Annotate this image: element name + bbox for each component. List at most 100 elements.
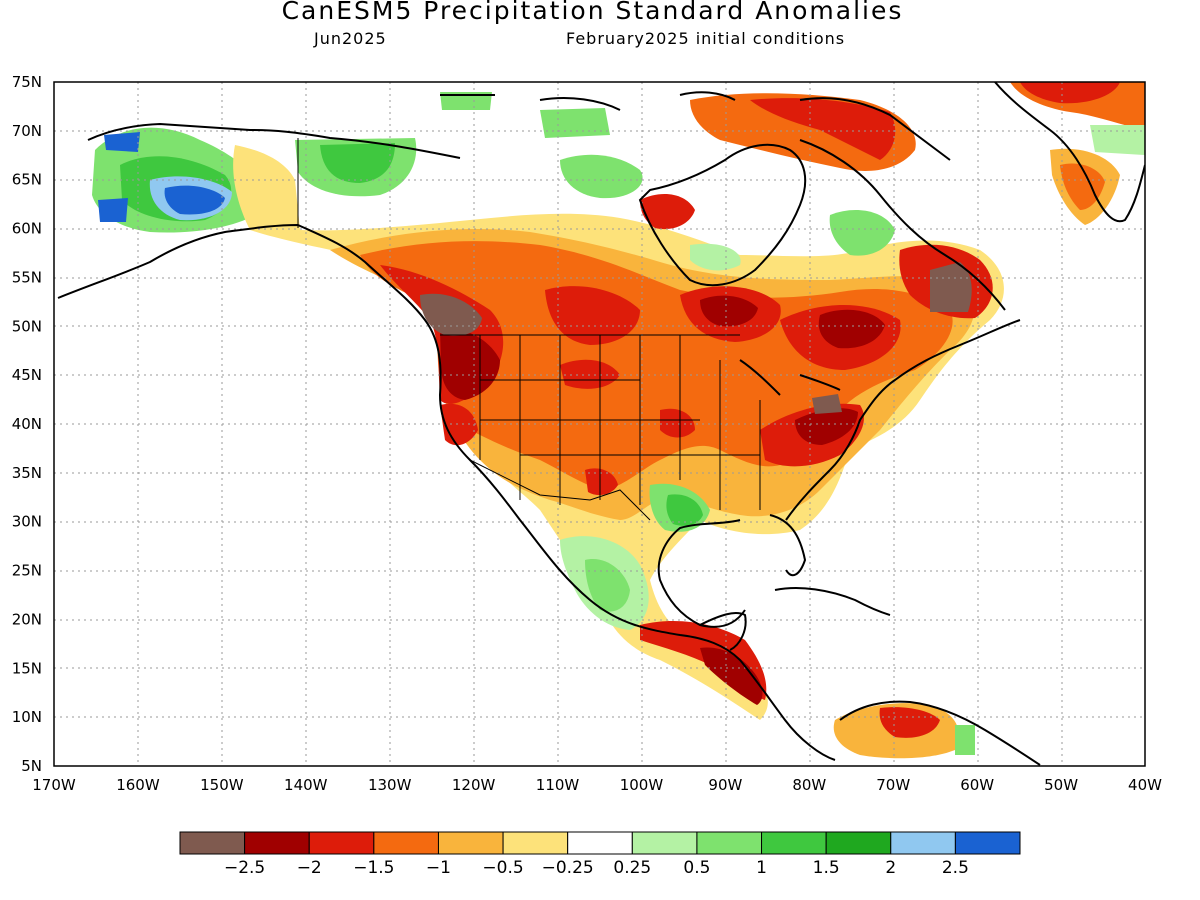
yucatan-coast <box>699 612 747 651</box>
colorbar-swatch <box>373 831 439 855</box>
colorbar-label: −0.5 <box>482 858 523 878</box>
dry-greenland-south-orange <box>1060 163 1105 210</box>
colorbar-swatch <box>696 831 763 855</box>
lat-tick-label: 20N <box>12 610 42 628</box>
colorbar: −2.5 −2 −1.5 −1 −0.5 −0.25 0.25 0.5 1 1.5 2 2.5 <box>179 831 1021 878</box>
dry-red-arctic <box>750 98 896 160</box>
dry-brown-area-bc <box>420 293 482 336</box>
colorbar-label: −1 <box>426 858 451 878</box>
lat-tick-label: 35N <box>12 464 42 482</box>
dry-red-area-nebraska <box>560 359 620 389</box>
great-lakes-wet <box>690 243 741 271</box>
great-lakes <box>739 359 841 396</box>
dry-darkred-area-quebec <box>818 309 885 349</box>
lon-tick-label: 40W <box>1128 776 1162 794</box>
us-mexico-border <box>469 459 651 521</box>
alaska-sw-blue <box>98 198 128 222</box>
carib-wet <box>955 725 975 755</box>
colorbar-label: 0.25 <box>613 858 651 878</box>
colorbar-swatch <box>825 831 892 855</box>
borders <box>297 138 761 521</box>
lon-tick-label: 80W <box>792 776 826 794</box>
dry-darkred-area-ohio <box>795 408 858 445</box>
colorbar-swatch <box>890 831 956 855</box>
lat-tick-label: 15N <box>12 659 42 677</box>
state-lines <box>479 335 761 510</box>
arctic-islands <box>440 91 736 111</box>
lat-tick-label: 70N <box>12 122 42 140</box>
lat-tick-label: 5N <box>21 757 42 775</box>
colorbar-label: −1.5 <box>353 858 394 878</box>
dry-red-area-central <box>545 286 640 345</box>
colorbar-swatch <box>502 831 569 855</box>
mexico-wet-core <box>585 559 630 612</box>
lat-axis: 75N 70N 65N 60N 55N 50N 45N 40N 35N 30N 25N 20N 15N 1… <box>12 73 42 775</box>
colorbar-swatch <box>437 831 504 855</box>
lat-tick-label: 75N <box>12 73 42 91</box>
dry-red-area-pnw <box>440 329 500 400</box>
lon-grid <box>137 82 1063 766</box>
dry-red-area-texas <box>585 468 618 496</box>
lon-tick-label: 50W <box>1044 776 1078 794</box>
forecast-month: Jun2025 <box>314 29 387 48</box>
lat-tick-label: 50N <box>12 317 42 335</box>
dry-darkred-area-centralam <box>700 647 763 705</box>
dry-brown-area-labrador <box>930 262 972 312</box>
lat-tick-label: 40N <box>12 415 42 433</box>
colorbar-swatch <box>179 831 246 855</box>
lon-tick-label: 150W <box>200 776 244 794</box>
lat-tick-label: 30N <box>12 513 42 531</box>
colorbar-label: −2.5 <box>224 858 265 878</box>
yukon-wet-core <box>320 143 395 183</box>
florida-coast <box>769 514 807 577</box>
cuba-coast <box>774 587 891 616</box>
lat-tick-label: 55N <box>12 268 42 286</box>
lon-tick-label: 170W <box>32 776 76 794</box>
lat-tick-label: 25N <box>12 562 42 580</box>
lon-tick-label: 160W <box>116 776 160 794</box>
arctic-wet-1 <box>440 92 492 110</box>
north-america-coast <box>57 223 836 761</box>
south-america-coast <box>839 700 1041 766</box>
greenland-coast <box>994 82 1145 223</box>
gulf-coast <box>657 519 746 628</box>
arctic-wet-2 <box>540 108 610 138</box>
dry-venezuela-red <box>879 707 940 738</box>
baffin-coast <box>799 97 951 161</box>
quebec-wet-area <box>829 210 895 256</box>
colorbar-swatch <box>244 831 310 855</box>
map-frame <box>53 81 1146 767</box>
dry-greenland-red <box>1020 82 1120 104</box>
colorbar-swatch <box>631 831 698 855</box>
alaska-blue-area <box>164 185 225 215</box>
greenland-wet <box>1090 125 1145 155</box>
colorbar-label: 0.5 <box>683 858 710 878</box>
lat-tick-label: 45N <box>12 366 42 384</box>
dry-brown-area-pa <box>812 394 842 414</box>
colorbar-label: 1 <box>756 858 767 878</box>
lat-grid <box>54 130 1145 718</box>
colorbar-swatch <box>567 831 633 855</box>
lon-tick-label: 70W <box>876 776 910 794</box>
alaska-north-coast <box>87 122 461 159</box>
arctic-wet-3 <box>560 154 643 199</box>
colorbar-swatch <box>954 831 1021 855</box>
lon-tick-label: 110W <box>536 776 580 794</box>
anomaly-field <box>92 82 1145 759</box>
colorbar-label: −0.25 <box>542 858 594 878</box>
dry-area-hudsonbay-west <box>640 194 695 230</box>
map-title: CanESM5 Precipitation Standard Anomalies <box>281 0 904 25</box>
texas-wet-core <box>666 494 703 526</box>
colorbar-label: −2 <box>297 858 322 878</box>
colorbar-label: 1.5 <box>813 858 840 878</box>
lon-tick-label: 120W <box>452 776 496 794</box>
lat-tick-label: 65N <box>12 171 42 189</box>
coastlines <box>57 82 1145 766</box>
colorbar-swatch <box>308 831 375 855</box>
colorbar-label: 2 <box>885 858 896 878</box>
colorbar-swatch <box>761 831 827 855</box>
lon-tick-label: 140W <box>284 776 328 794</box>
labrador-coast <box>799 139 1006 311</box>
initial-conditions-label: February2025 initial conditions <box>566 29 846 48</box>
